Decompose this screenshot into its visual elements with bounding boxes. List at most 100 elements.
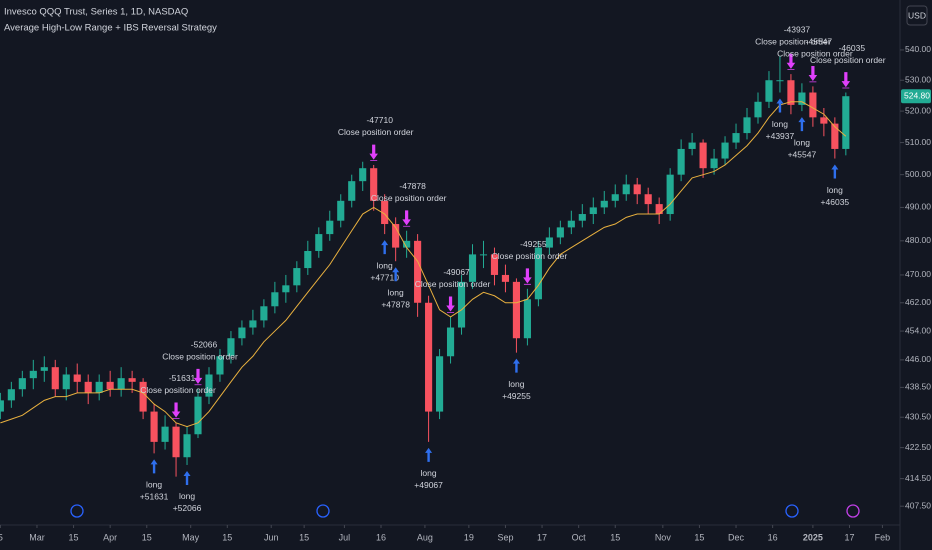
x-tick-label: Jul [339, 532, 351, 542]
close-arrow [369, 144, 378, 161]
trade-signal: -52066 Close position order [162, 339, 238, 386]
event-icon[interactable] [316, 504, 330, 518]
candle-body [765, 80, 773, 102]
y-tick-label: 490.00 [905, 202, 931, 212]
candle-body [216, 356, 224, 375]
trade-signal: -43937 Close position order [755, 24, 831, 71]
trade-label: long [421, 468, 437, 478]
candle-body [831, 123, 839, 149]
trade-label: +49255 [502, 391, 531, 401]
long-arrow [392, 267, 400, 282]
candle-body [359, 168, 367, 182]
chart-title: Invesco QQQ Trust, Series 1, 1D, NASDAQ [4, 7, 188, 18]
close-arrow [193, 368, 203, 386]
trade-signal: long +49255 [502, 358, 531, 401]
y-tick-label: 462.00 [905, 297, 931, 307]
candle-body [282, 285, 290, 293]
candle-body [40, 367, 48, 371]
candle-body [84, 381, 92, 393]
candle-body [128, 378, 136, 382]
candle-body [534, 247, 542, 300]
trade-label: Close position order [415, 279, 491, 289]
x-tick-label: 17 [844, 532, 854, 542]
event-icon[interactable] [846, 504, 860, 518]
currency-label[interactable]: USD [908, 10, 926, 20]
candle-body [842, 96, 850, 149]
long-arrow [831, 164, 839, 179]
candle-body [556, 227, 564, 238]
trade-label: long [179, 491, 195, 501]
trade-signal: -49067 Close position order [415, 267, 491, 313]
candle-body [809, 92, 817, 118]
candle-body [293, 268, 301, 286]
candle-body [348, 181, 356, 201]
candle-body [490, 254, 499, 275]
y-tick-label: 510.00 [905, 137, 931, 147]
trade-label: -46035 [839, 43, 866, 53]
candle-body [523, 299, 531, 339]
candle-body [392, 224, 400, 248]
y-tick-label: 530.00 [905, 74, 931, 84]
candle-body [139, 381, 147, 412]
candle-body [479, 254, 488, 256]
candle-body [446, 327, 455, 357]
candle-body [468, 254, 477, 282]
candle-body [820, 117, 828, 124]
trade-label: -52066 [191, 339, 218, 349]
trade-label: Close position order [371, 193, 447, 203]
trade-signal: long +43937 [766, 98, 795, 141]
candle-body [315, 234, 323, 251]
candle-body [798, 92, 806, 105]
x-tick-label: Apr [103, 532, 117, 542]
x-tick-label: 16 [768, 532, 778, 542]
y-tick-label: 470.00 [905, 269, 931, 279]
candle-body [633, 184, 641, 195]
trade-label: long [794, 137, 810, 147]
candle-body [249, 320, 257, 328]
last-price-label: 524.80 [904, 90, 930, 100]
trade-signal: long +49067 [414, 447, 443, 490]
trade-label: long [508, 379, 524, 389]
candle-body [644, 194, 652, 205]
y-tick-label: 422.50 [905, 442, 931, 452]
candle-body [18, 378, 26, 390]
y-tick-label: 407.50 [905, 500, 931, 510]
long-arrow [183, 470, 191, 485]
candle-body [117, 378, 125, 390]
trade-label: -47710 [366, 115, 393, 125]
candle-body [7, 389, 15, 401]
candle-body [677, 148, 685, 175]
candle-body [73, 374, 81, 382]
x-tick-label: Mar [29, 532, 45, 542]
y-tick-label: 500.00 [905, 169, 931, 179]
trade-label: Close position order [777, 49, 853, 59]
x-tick-label: 15 [610, 532, 620, 542]
event-icons [70, 504, 860, 518]
candle-body [95, 381, 103, 393]
candle-body [754, 101, 762, 118]
candle-body [436, 356, 444, 412]
x-tick-label: Sep [497, 532, 513, 542]
x-tick-label: Feb [875, 532, 891, 542]
candle-body [51, 367, 59, 390]
event-icon[interactable] [785, 504, 799, 518]
trade-label: +47878 [381, 299, 410, 309]
candle-body [172, 426, 180, 458]
y-tick-label: 520.00 [905, 105, 931, 115]
x-tick-label: 15 [299, 532, 309, 542]
candle-body [732, 133, 740, 143]
candle-body [205, 374, 213, 397]
trade-label: Close position order [492, 251, 568, 261]
trade-label: -43937 [784, 24, 811, 34]
x-tick-label: 15 [222, 532, 232, 542]
trade-label: Close position order [162, 351, 238, 361]
candle-body [600, 200, 608, 208]
event-icon[interactable] [70, 504, 84, 518]
trade-signal: long +46035 [821, 164, 849, 207]
candle-body [567, 220, 575, 228]
currency-button[interactable] [906, 5, 928, 26]
x-tick-label: Jun [264, 532, 279, 542]
axes: 407.50 414.50 422.50 430.50 438.50 446.00 454.… [0, 44, 931, 542]
candle-body [611, 194, 619, 201]
